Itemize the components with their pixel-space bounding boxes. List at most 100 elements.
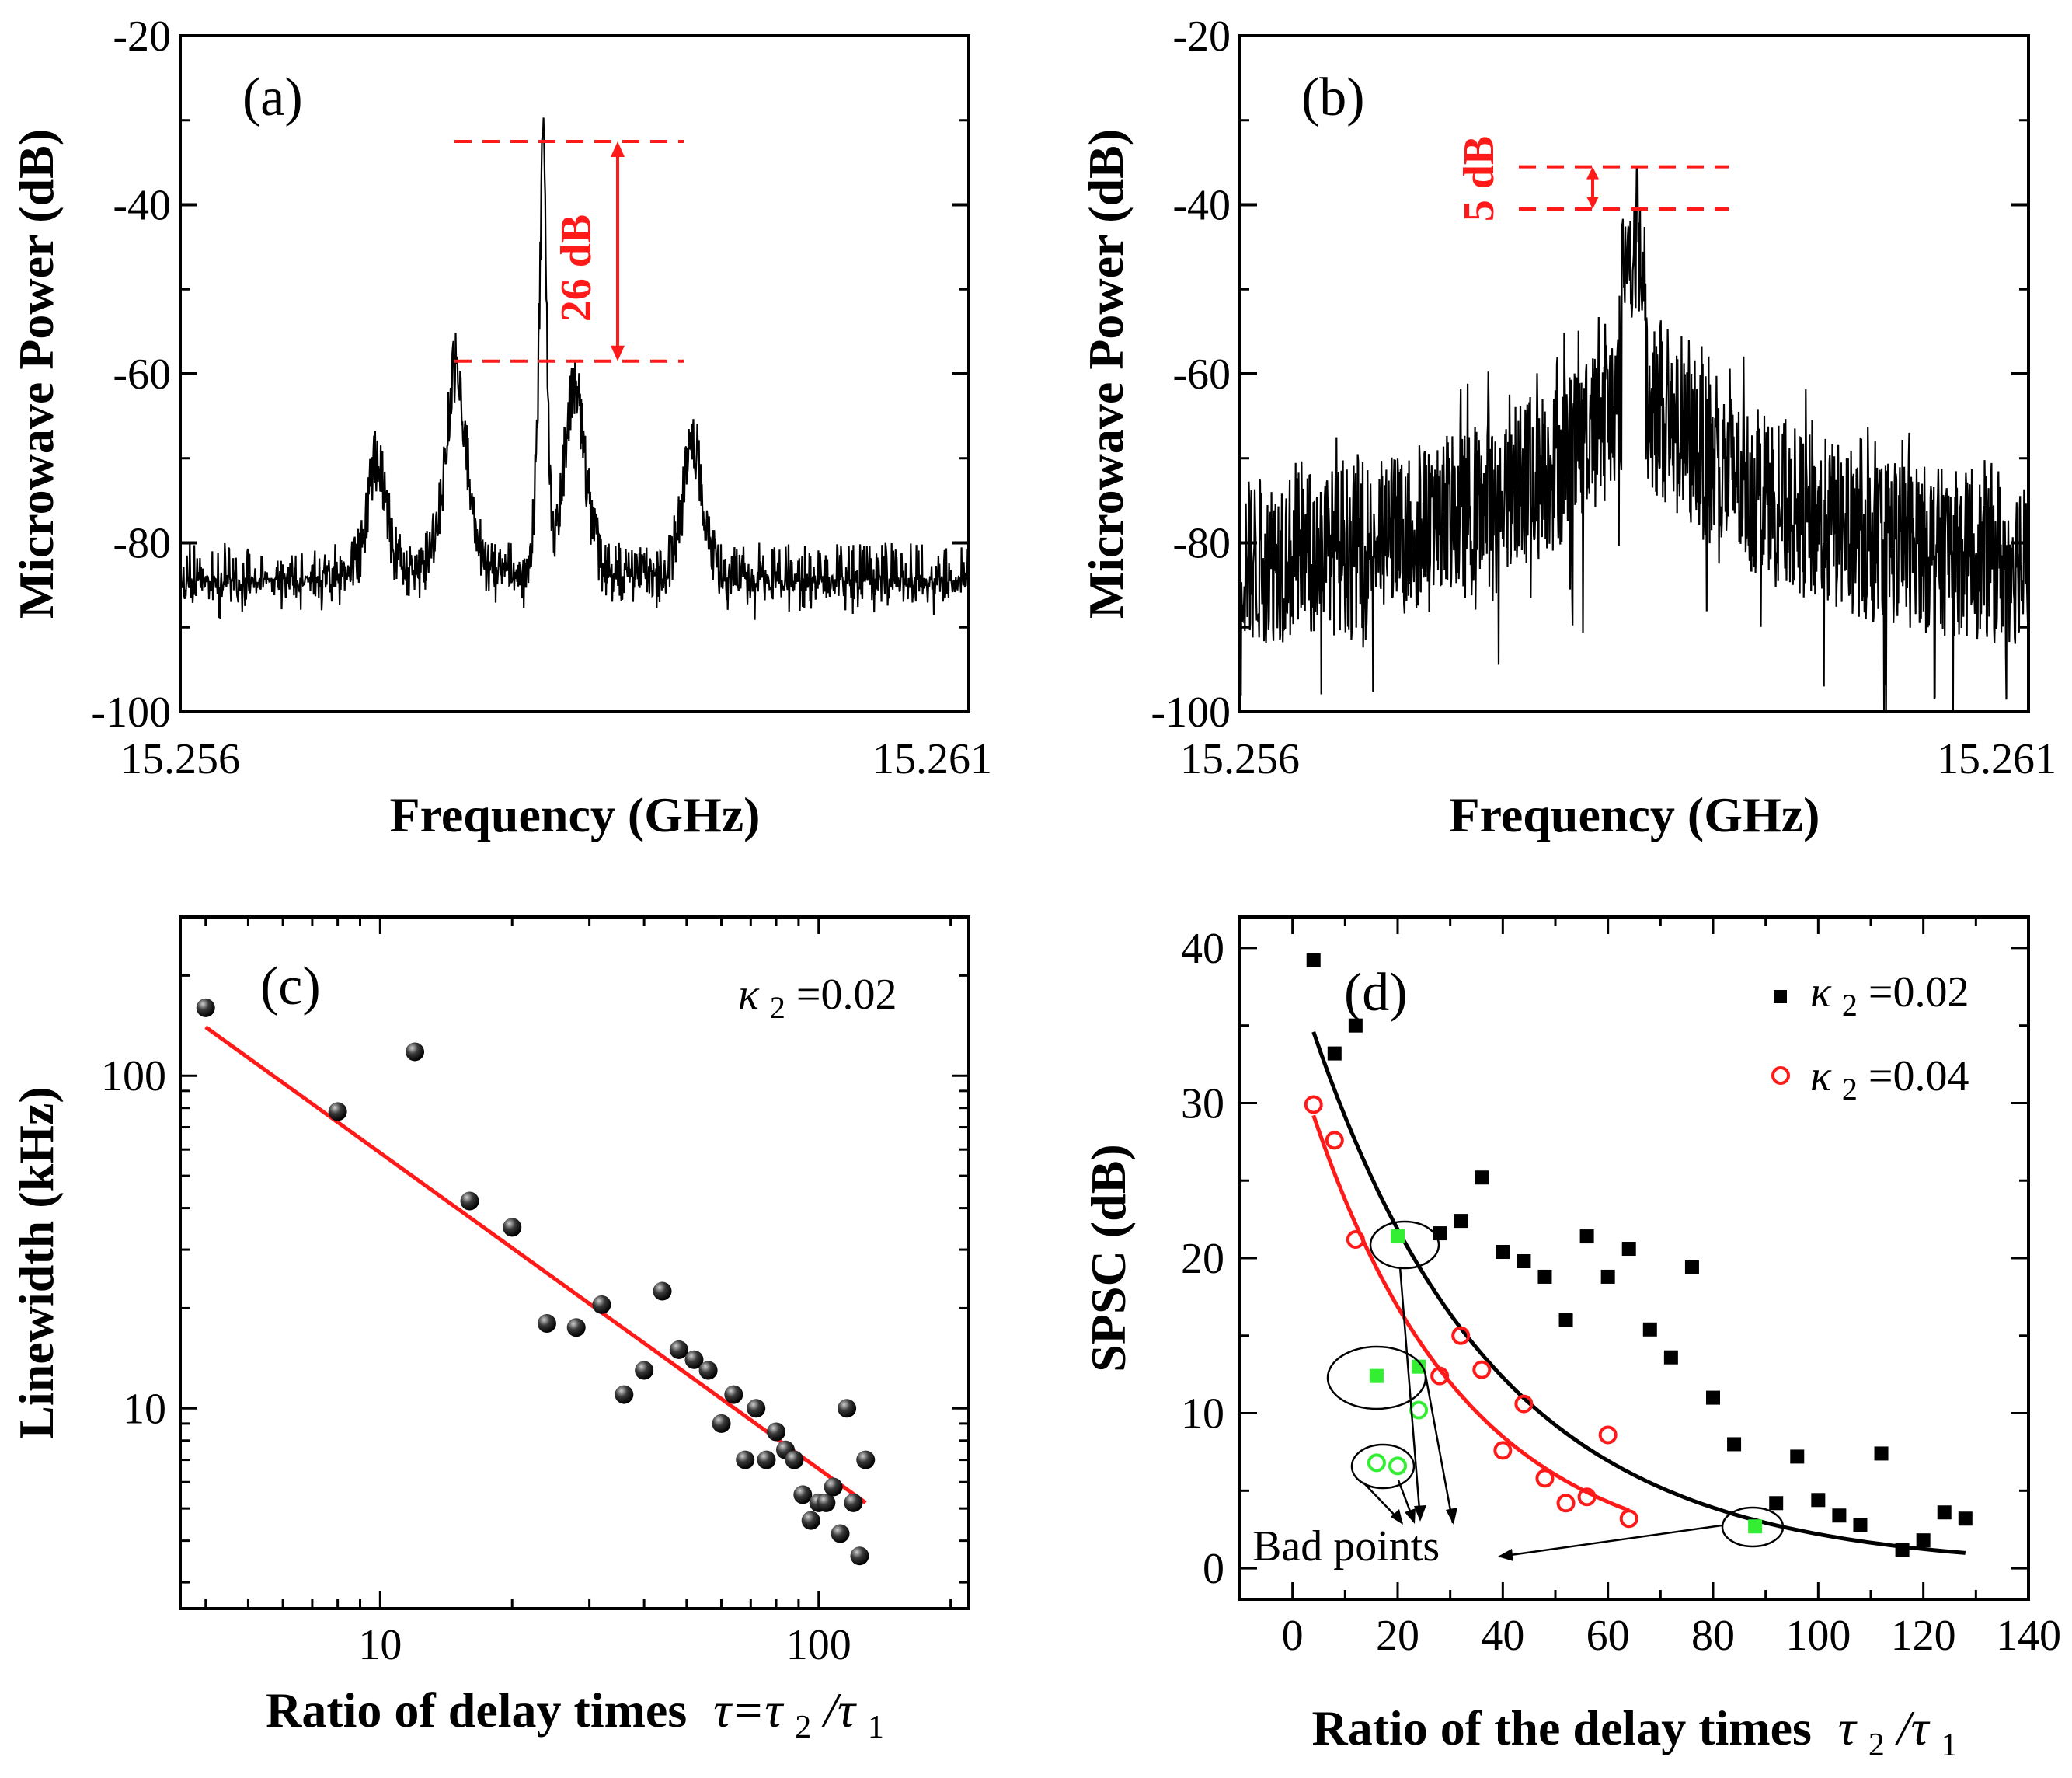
panel-a-ytick-label: -40 [113,182,171,230]
panel-b-xtick-label: 15.261 [1937,735,2056,783]
panel-b-arrow-head-down [1586,196,1599,209]
panel-a-ytick-label: -80 [113,520,171,568]
bad-data-point [1412,1359,1426,1374]
data-point [1619,1509,1638,1529]
panel-b-ytick-label: -60 [1172,350,1231,399]
panel-b-xlabel: Frequency (GHz) [1450,787,1820,842]
data-point [1853,1518,1868,1532]
legend-marker-square [1774,990,1787,1003]
panel-d-points-red [1304,1095,1638,1529]
panel-b-annotation: 5 dB [1455,136,1729,222]
data-point [801,1511,820,1530]
data-point [1348,1018,1363,1033]
data-point [1811,1493,1826,1508]
data-point [1600,1269,1615,1284]
data-point [1451,1326,1471,1345]
bad-point-arrow [1424,1375,1454,1524]
panel-d-ytick-label: 40 [1181,925,1224,973]
data-point [566,1318,586,1337]
panel-d-ytick-label: 20 [1181,1235,1224,1283]
panel-c-xlabel-slash: /τ [821,1682,857,1738]
bad-data-point [1748,1519,1763,1534]
spectrum-trace [179,117,970,620]
data-point [1832,1508,1847,1523]
data-point [1727,1437,1742,1452]
data-point [712,1414,731,1433]
data-point [1937,1505,1952,1520]
panel-b: 5 dB -100 -80 -60 -40 -20 15.256 15.261 … [1078,12,2056,842]
panel-d-points-black [1306,953,1973,1557]
data-point [1556,1494,1576,1513]
panel-c-legend-value: =0.02 [796,971,897,1019]
panel-b-ytick-label: -40 [1172,182,1231,230]
panel-d-bad-arrow-heads [1391,1505,1513,1561]
panel-d-ytick-label: 30 [1181,1079,1224,1128]
panel-a-ylabel: Microwave Power (dB) [9,129,64,619]
panel-d-xlabel-prefix: Ratio of the delay times [1311,1700,1811,1755]
data-point [831,1524,850,1543]
data-point [328,1102,347,1121]
panel-a-ytick-label: -60 [113,350,171,399]
panel-d-fit-black [1311,1030,1966,1555]
panel-c-points [196,998,876,1566]
bad-point-arrow-head [1391,1509,1403,1525]
bad-data-point [1367,1453,1386,1473]
data-point [785,1450,804,1469]
panel-a-xtick-label: 15.256 [120,735,240,783]
data-point [592,1295,611,1314]
panel-c-xlabel-sub1: 2 [795,1710,811,1745]
data-point [1874,1446,1889,1461]
panel-c-ytick-label: 100 [101,1052,166,1100]
data-point [653,1281,672,1301]
legend-kappa: κ [1810,968,1832,1016]
panel-b-ticks [1240,34,2028,713]
panel-d-xtick-label: 120 [1891,1612,1956,1660]
panel-a-letter: (a) [242,68,303,127]
data-point [844,1493,863,1512]
panel-d: Bad points 0 10 20 30 40 0 20 40 60 80 1… [1081,915,2061,1763]
panel-a-arrow-head-up [611,141,625,157]
legend-value: =0.02 [1868,968,1969,1016]
panel-d-ytick-label: 0 [1203,1545,1224,1593]
panel-d-xlabel-math: τ [1838,1700,1858,1755]
data-point [503,1218,522,1237]
data-point [1663,1350,1678,1365]
data-point [1706,1390,1720,1405]
panel-d-bad-ellipses [1326,1220,1785,1548]
panel-b-ytick-label: -100 [1151,689,1231,737]
bad-point-ellipse [1369,1220,1440,1270]
panel-d-xlabel-sub2: 1 [1941,1727,1958,1763]
panel-c-xtick-label: 10 [358,1621,402,1669]
panel-d-xlabel-sub1: 2 [1868,1727,1885,1763]
data-point [635,1361,654,1380]
data-point [684,1350,704,1369]
panel-b-ytick-label: -80 [1172,520,1231,568]
data-point [1916,1533,1931,1548]
data-point [460,1191,479,1211]
bad-point-arrow-head [1414,1505,1426,1522]
data-point [1346,1230,1365,1250]
data-point [1327,1046,1342,1061]
bad-data-point [1388,1456,1407,1476]
panel-c-xlabel-prefix: Ratio of delay times [266,1682,687,1738]
panel-d-xtick-label: 0 [1282,1612,1304,1660]
data-point [1306,953,1321,967]
data-point [1537,1269,1552,1284]
panel-b-annotation-label: 5 dB [1455,136,1503,222]
panel-d-xtick-label: 80 [1691,1612,1735,1660]
panel-a-annotation-label: 26 dB [552,214,601,322]
data-point [1325,1131,1344,1150]
legend-sub: 2 [1842,1072,1858,1107]
panel-c-xtick-label: 100 [786,1621,851,1669]
data-point [1517,1253,1531,1268]
data-point [1304,1095,1323,1114]
data-point [1577,1487,1597,1507]
data-point [1514,1394,1534,1414]
data-point [1769,1496,1784,1511]
data-point [1496,1245,1510,1260]
panel-c-ticks [180,915,969,1609]
bad-point-arrow-head [1446,1508,1457,1525]
data-point [196,998,215,1017]
legend-entry-black: κ 2 =0.02 [1810,968,1969,1026]
